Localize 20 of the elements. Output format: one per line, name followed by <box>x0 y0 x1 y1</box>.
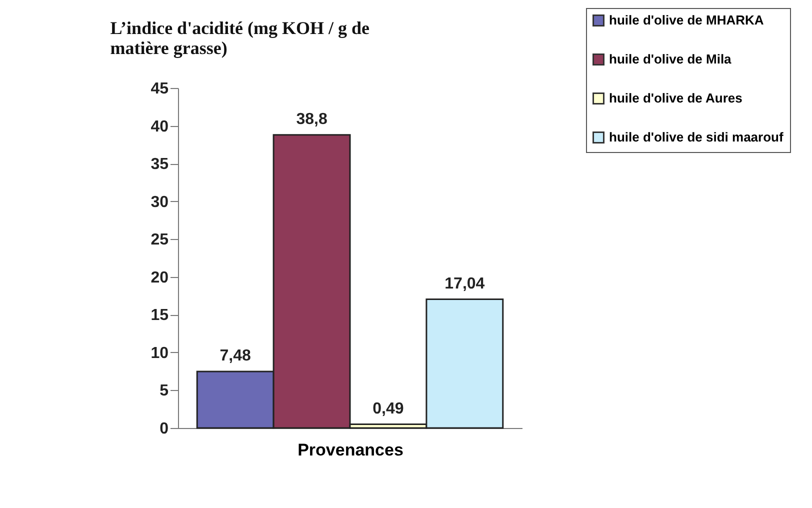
chart-title: L’indice d'acidité (mg KOH / g de matière grasse) <box>110 18 370 58</box>
y-tick-label: 40 <box>150 118 169 136</box>
y-tick-label: 5 <box>160 382 169 400</box>
y-tick-label: 35 <box>150 156 169 174</box>
y-tick-label: 30 <box>150 194 169 211</box>
legend-label: huile d'olive de Aures <box>609 90 742 106</box>
y-tick-label: 20 <box>150 269 169 286</box>
legend-label: huile d'olive de sidi maarouf <box>609 130 784 144</box>
y-tick-label: 0 <box>160 420 169 438</box>
y-tick-label: 45 <box>150 80 169 98</box>
data-label: 17,04 <box>444 275 485 292</box>
y-tick-label: 10 <box>150 344 169 362</box>
legend-label: huile d'olive de Mila <box>609 52 732 66</box>
data-label: 7,48 <box>220 347 252 364</box>
data-label: 0,49 <box>372 400 404 418</box>
y-tick-label: 15 <box>150 307 169 324</box>
legend-label: huile d'olive de MHARKA <box>609 12 764 28</box>
data-label: 38,8 <box>296 110 328 128</box>
x-axis-title: Provenances <box>298 440 404 460</box>
y-tick-label: 25 <box>150 232 169 249</box>
